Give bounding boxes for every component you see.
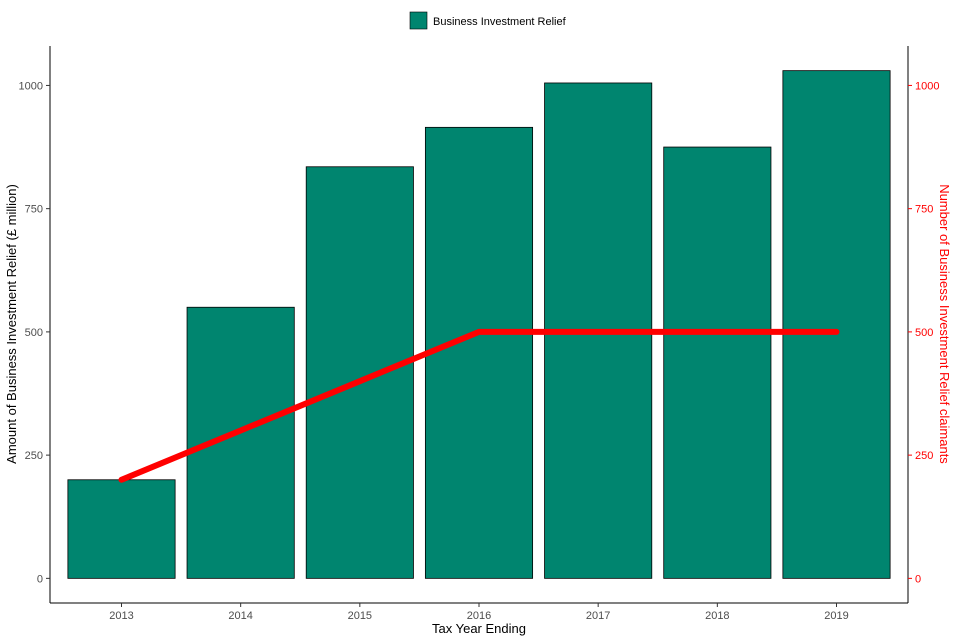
x-axis-title: Tax Year Ending — [432, 621, 526, 636]
legend: Business Investment Relief — [409, 11, 567, 30]
y2-axis-title: Number of Business Investment Relief cla… — [937, 184, 952, 464]
y2-tick-label-0: 0 — [915, 573, 921, 585]
claimants-point-2017 — [597, 331, 599, 333]
line-group — [118, 328, 840, 483]
x-tick-label-2018: 2018 — [705, 610, 729, 622]
bar-2019 — [782, 70, 891, 579]
claimants-point-2019 — [836, 331, 837, 333]
y-tick-label-0: 0 — [37, 573, 43, 585]
claimants-point-2018 — [716, 331, 718, 333]
y2-tick-label-250: 250 — [915, 450, 933, 462]
x-tick-label-2013: 2013 — [109, 610, 133, 622]
x-tick-label-2019: 2019 — [824, 610, 848, 622]
y-tick-label-250: 250 — [25, 450, 43, 462]
x-tick-label-2014: 2014 — [228, 610, 252, 622]
bar-2013 — [67, 479, 176, 579]
claimants-point-2016 — [478, 331, 480, 333]
bar-2015 — [305, 166, 414, 579]
y-tick-label-500: 500 — [25, 327, 43, 339]
bar-2016 — [424, 126, 534, 579]
bar-2018 — [663, 146, 772, 579]
x-tick-label-2015: 2015 — [348, 610, 372, 622]
y2-tick-label-500: 500 — [915, 327, 933, 339]
legend-label-business-investment-relief: Business Investment Relief — [433, 16, 567, 28]
claimants-point-2014 — [240, 429, 242, 431]
bars-group — [67, 70, 891, 579]
y2-tick-label-750: 750 — [915, 204, 933, 216]
y-tick-label-1000: 1000 — [19, 80, 43, 92]
x-tick-label-2016: 2016 — [467, 610, 491, 622]
axes-group: 0 250 500 750 1000 0 250 500 750 1000 2013 2014 2015… — [19, 46, 939, 622]
claimants-point-2013 — [121, 479, 122, 481]
x-tick-label-2017: 2017 — [586, 610, 610, 622]
y2-tick-label-1000: 1000 — [915, 80, 939, 92]
claimants-point-2015 — [359, 380, 361, 382]
y-tick-label-750: 750 — [25, 204, 43, 216]
y-axis-title: Amount of Business Investment Relief (£ … — [4, 184, 19, 464]
legend-swatch-business-investment-relief — [409, 11, 428, 30]
